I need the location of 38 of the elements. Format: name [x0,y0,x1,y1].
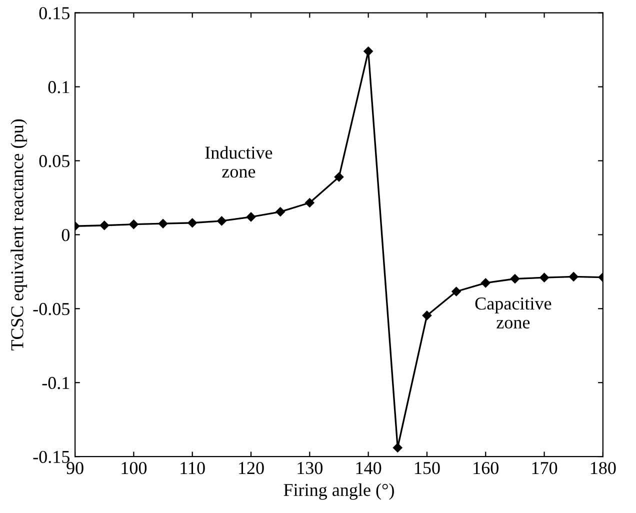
x-tick-label: 140 [356,462,382,474]
y-axis-title: TCSC equivalent reactance (pu) [10,119,28,350]
annotation: Capacitive zone [475,298,552,329]
y-tick-label: 0 [62,228,70,242]
y-tick-label: 0.1 [48,81,70,94]
x-tick-label: 180 [590,462,616,474]
point [100,220,109,230]
y-tick-label: -0.15 [33,450,70,464]
x-axis-title: Firing angle (°) [284,483,394,500]
point [393,443,402,452]
point [568,272,578,282]
point [364,46,373,56]
y-tick-label: 0.15 [39,7,70,20]
point [217,216,226,226]
point [480,278,490,288]
point [188,218,197,228]
point [452,286,461,296]
x-tick-label: 110 [180,462,205,474]
point [305,198,314,208]
point [246,212,256,222]
point [540,272,549,282]
point [510,274,520,284]
annotation: Inductive zone [205,146,272,178]
point [129,220,138,229]
point [334,172,344,182]
x-tick-label: 100 [122,462,147,474]
x-tick-label: 160 [474,462,498,474]
x-tick-label: 170 [532,462,558,474]
x-tick-label: 130 [298,462,323,474]
point [158,218,168,228]
x-tick-label: 150 [415,462,440,474]
x-tick-label: 90 [66,462,84,474]
y-tick-label: 0.05 [39,155,70,168]
x-tick-label: 120 [239,462,264,474]
y-tick-label: -0.05 [33,302,70,316]
y-tick-label: -0.1 [42,376,70,390]
point [276,207,285,216]
point [422,310,432,320]
